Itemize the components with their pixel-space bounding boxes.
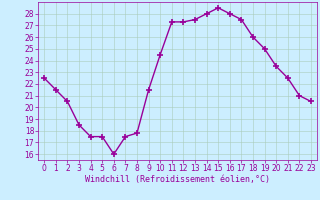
X-axis label: Windchill (Refroidissement éolien,°C): Windchill (Refroidissement éolien,°C) [85, 175, 270, 184]
